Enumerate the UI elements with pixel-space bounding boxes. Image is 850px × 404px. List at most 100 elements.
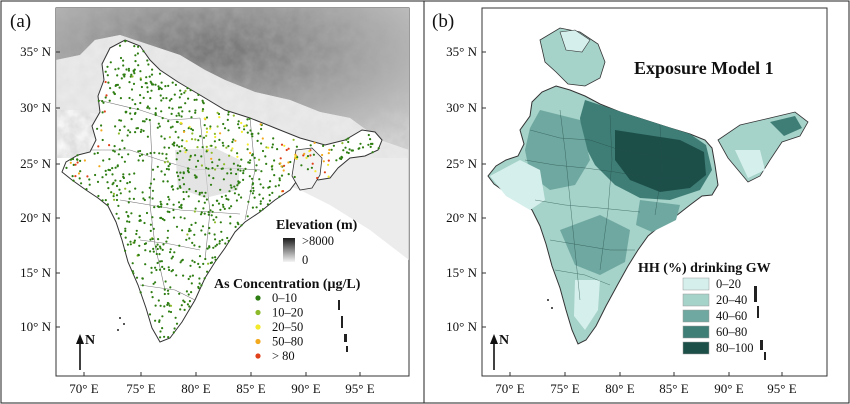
sample-point [260, 170, 263, 173]
panel-b: 35° N 30° N 25° N 20° N 15° N 10° N 70° E 75° … [432, 7, 828, 396]
lat-tick-label: 20° N [20, 210, 51, 225]
sample-point [159, 216, 162, 220]
sample-point [202, 101, 205, 104]
sample-point [202, 136, 206, 139]
sample-point [268, 193, 271, 197]
sample-point [280, 174, 284, 177]
sample-point [308, 150, 311, 153]
sample-point [147, 63, 150, 66]
hh-legend-label: 20–40 [716, 293, 747, 307]
hh-legend-swatch [682, 325, 710, 339]
sample-point [172, 203, 175, 206]
sample-point [183, 217, 186, 220]
sample-point [279, 162, 282, 165]
sample-point [134, 54, 137, 57]
sample-point [260, 142, 263, 145]
sample-point [191, 132, 194, 135]
sample-point [287, 147, 290, 150]
sample-point [97, 99, 100, 102]
sample-point [114, 68, 117, 71]
sample-point [169, 304, 173, 307]
sample-point [154, 304, 157, 307]
sample-point [227, 129, 230, 132]
sample-point [163, 292, 166, 296]
sample-point [120, 232, 123, 236]
sample-point [153, 178, 156, 181]
sample-point [251, 132, 254, 135]
sample-point [213, 132, 216, 135]
sample-point [262, 197, 265, 200]
sample-point [79, 159, 82, 162]
sample-point [167, 302, 170, 305]
lon-tick-label: 70° E [69, 381, 98, 396]
sample-point [163, 146, 166, 149]
sample-point [193, 174, 196, 177]
sample-point [105, 94, 108, 97]
sample-point [188, 305, 191, 308]
sample-point [131, 75, 134, 78]
sample-point [311, 162, 314, 165]
sample-point [206, 270, 209, 273]
sample-point [206, 247, 209, 250]
sample-point [227, 239, 230, 243]
sample-point [238, 181, 241, 184]
sample-point [179, 171, 182, 174]
sample-point [214, 168, 217, 171]
sample-point [101, 176, 104, 179]
sample-point [79, 170, 82, 173]
sample-point [327, 163, 330, 166]
sample-point [148, 107, 151, 110]
sample-point [146, 90, 149, 93]
sample-point [246, 148, 249, 151]
sample-point [152, 282, 155, 285]
sample-point [124, 236, 127, 239]
sample-point [101, 100, 104, 103]
sample-point [222, 122, 225, 126]
sample-point [126, 134, 129, 137]
sample-point [153, 206, 156, 209]
hh-legend-title: HH (%) drinking GW [638, 261, 771, 276]
sample-point [128, 220, 131, 223]
sample-point [163, 161, 167, 164]
sample-point [104, 96, 107, 99]
sample-point [186, 233, 189, 236]
sample-point [244, 124, 247, 127]
sample-point [151, 216, 154, 219]
sample-point [196, 146, 199, 149]
sample-point [168, 136, 171, 139]
sample-point [306, 168, 309, 171]
sample-point [203, 212, 206, 215]
sample-point [128, 96, 131, 100]
lat-tick-label: 35° N [446, 44, 477, 59]
sample-point [367, 143, 370, 146]
sample-point [254, 169, 257, 172]
sample-point [112, 149, 115, 152]
sample-point [175, 171, 179, 174]
sample-point [160, 99, 163, 102]
sample-point [159, 86, 162, 89]
sample-point [93, 152, 96, 155]
sample-point [294, 155, 297, 158]
sample-point [120, 156, 124, 159]
sample-point [150, 291, 153, 294]
sample-point [176, 144, 179, 147]
sample-point [223, 207, 226, 210]
sample-point [161, 265, 164, 268]
district-boundaries-b [524, 109, 690, 301]
sample-point [141, 191, 144, 194]
sample-point [166, 180, 169, 183]
sample-point [116, 74, 119, 77]
sample-point [196, 159, 200, 162]
sample-point [121, 139, 124, 142]
sample-point [268, 199, 271, 202]
sample-point [232, 162, 235, 165]
sample-point [155, 268, 158, 272]
sample-point [139, 101, 142, 105]
sample-point [148, 186, 151, 189]
concentration-legend-label: > 80 [272, 349, 295, 363]
sample-point [167, 310, 171, 313]
sample-point [133, 172, 136, 175]
sample-point [148, 75, 151, 78]
sample-point [221, 141, 224, 144]
sample-point [157, 238, 160, 241]
